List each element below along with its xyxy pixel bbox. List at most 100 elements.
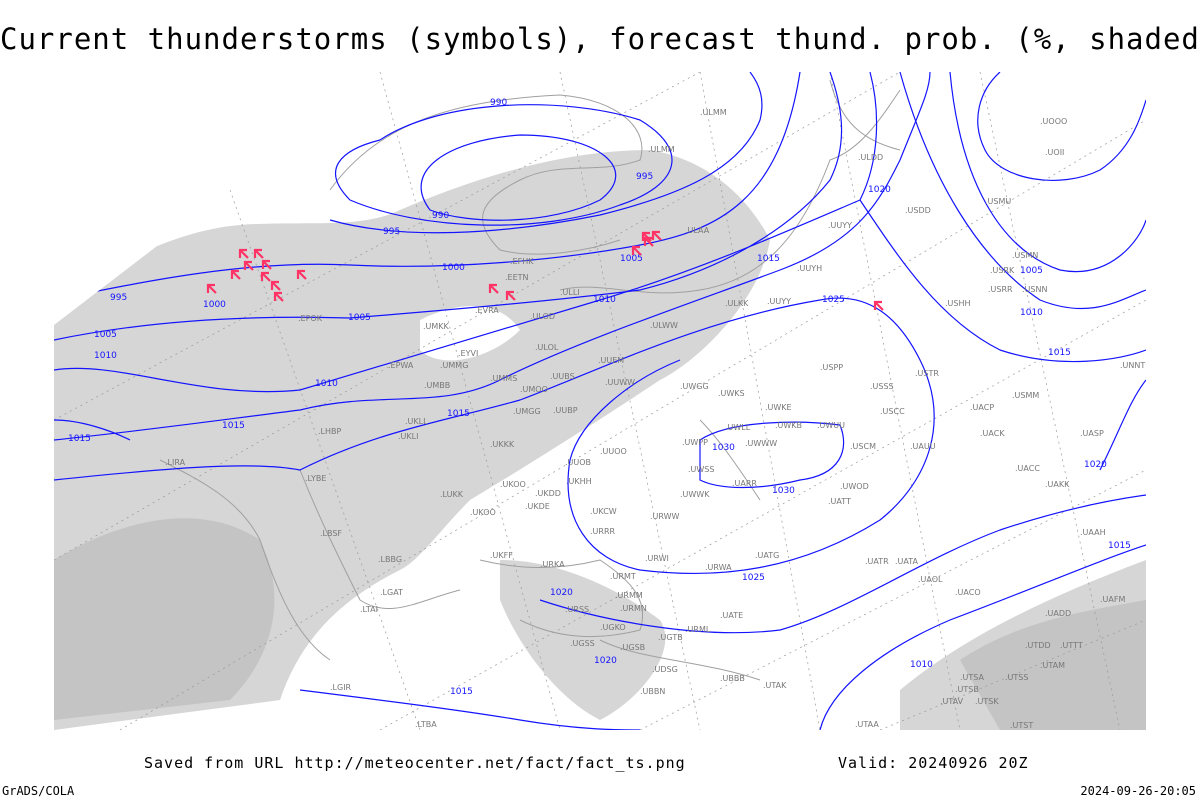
station-label: .UUYH	[797, 264, 822, 273]
station-label: .UWOD	[840, 482, 869, 491]
station-label: .LYBE	[305, 474, 326, 483]
station-label: .UUOB	[565, 458, 591, 467]
graticule	[54, 72, 1146, 730]
station-label: .URWW	[650, 512, 680, 521]
station-label: .UASP	[1080, 429, 1104, 438]
station-label: .USSS	[870, 382, 894, 391]
station-label: .UKOO	[500, 480, 526, 489]
software-credit: GrADS/COLA	[2, 784, 75, 798]
thunderstorm-icon	[243, 260, 254, 271]
valid-time: Valid: 20240926 20Z	[838, 754, 1029, 772]
isobar-label: 1015	[68, 434, 91, 444]
thunderstorm-icon	[643, 236, 654, 247]
probability-shading	[54, 150, 1146, 730]
station-label: .UWWW	[745, 439, 777, 448]
isobar-label: 1015	[757, 254, 780, 264]
station-label: .UKLI	[398, 432, 418, 441]
isobar-label: 1000	[442, 263, 465, 273]
station-label: .UGTB	[658, 633, 683, 642]
station-label: .ULLI	[560, 288, 580, 297]
isobar-label: 1015	[450, 687, 473, 697]
station-label: .UBBN	[640, 687, 665, 696]
isobar-label: 1010	[1020, 308, 1043, 318]
station-label: .LBSF	[320, 529, 342, 538]
station-label: .UTSK	[975, 697, 999, 706]
isobar-label: 990	[432, 211, 449, 221]
station-label: .UDSG	[652, 665, 678, 674]
station-label: .UTDD	[1025, 641, 1051, 650]
station-label: .UKCW	[590, 507, 617, 516]
station-label: .UTST	[1010, 721, 1033, 730]
isobar-label: 1010	[910, 660, 933, 670]
station-label: .UNBB	[1150, 383, 1175, 392]
thunderstorm-icon	[488, 283, 499, 294]
station-label: .UMKK	[423, 322, 450, 331]
isobar-label: 1020	[550, 588, 573, 598]
thunderstorm-icon	[238, 248, 249, 259]
station-label: .UOOO	[1040, 117, 1067, 126]
station-label: .UUBP	[553, 406, 578, 415]
station-label: .UKDD	[535, 489, 561, 498]
station-label: .UMGG	[513, 407, 541, 416]
station-label: .ULWW	[650, 321, 678, 330]
station-label: .USRR	[988, 285, 1013, 294]
station-label: .UWGG	[680, 382, 709, 391]
coastlines	[159, 79, 901, 681]
station-label: .UTAM	[1040, 661, 1065, 670]
station-label: .UGSS	[570, 639, 595, 648]
station-label: .ULKK	[725, 299, 749, 308]
isobar-label: 1015	[447, 409, 470, 419]
isobar-labels: 990 990 995 995 1000 1000 1005 1005 1005…	[68, 98, 1131, 697]
station-label: .ULAA	[685, 226, 710, 235]
station-label: .LBBG	[378, 555, 402, 564]
station-label: .UATA	[895, 557, 919, 566]
station-label: .UMMS	[490, 374, 517, 383]
isobar-label: 1010	[315, 379, 338, 389]
station-label: .UARR	[732, 479, 757, 488]
station-label: .LIRA	[165, 458, 186, 467]
isobar-label: 990	[490, 98, 507, 108]
station-label: .UMOO	[520, 385, 548, 394]
station-label: .UUYY	[828, 221, 852, 230]
station-labels: .ULMM .UOOO .UOII .ULDD .USDD .USMU .ULAA .UUYY…	[165, 108, 1175, 730]
station-label: .URMT	[610, 572, 636, 581]
station-label: .UWSS	[688, 465, 714, 474]
isobar-label: 1005	[620, 254, 643, 264]
isobar-label: 1015	[1048, 348, 1071, 358]
thunderstorm-icon	[270, 280, 281, 291]
station-label: .UMMG	[440, 361, 468, 370]
thunderstorm-icon	[505, 290, 516, 301]
station-label: .USCM	[850, 442, 876, 451]
station-label: .USMN	[1012, 251, 1038, 260]
station-label: .UMBB	[424, 381, 450, 390]
station-label: .UTSS	[1005, 673, 1028, 682]
station-label: .LHBP	[318, 427, 342, 436]
thunderstorm-icon	[230, 269, 241, 280]
station-label: .UKFF	[490, 551, 513, 560]
station-label: .UADD	[1045, 609, 1071, 618]
station-label: .USRK	[990, 266, 1015, 275]
isobar-label: 1005	[348, 313, 371, 323]
station-label: .UAAH	[1080, 528, 1106, 537]
station-label: .LGIR	[330, 683, 352, 692]
station-label: .UUWW	[605, 378, 635, 387]
station-label: .UAKK	[1045, 480, 1070, 489]
station-label: .UACP	[970, 403, 994, 412]
station-label: .UTAA	[855, 720, 879, 729]
station-label: .UKHH	[566, 477, 592, 486]
isobar-label: 1005	[94, 330, 117, 340]
station-label: .UTSB	[955, 685, 979, 694]
isobar-label: 1010	[593, 295, 616, 305]
station-label: .UATR	[865, 557, 889, 566]
isobar-label: 1020	[868, 185, 891, 195]
thunderstorm-icon	[631, 245, 642, 256]
isobar-label: 995	[636, 172, 653, 182]
station-label: .USNN	[1022, 285, 1047, 294]
station-label: .UUBS	[550, 372, 575, 381]
station-label: .LGAT	[380, 588, 403, 597]
thunderstorm-symbols	[206, 230, 884, 311]
station-label: .UWPP	[682, 438, 708, 447]
station-label: .UWKB	[775, 421, 802, 430]
station-label: .EPWA	[388, 361, 414, 370]
